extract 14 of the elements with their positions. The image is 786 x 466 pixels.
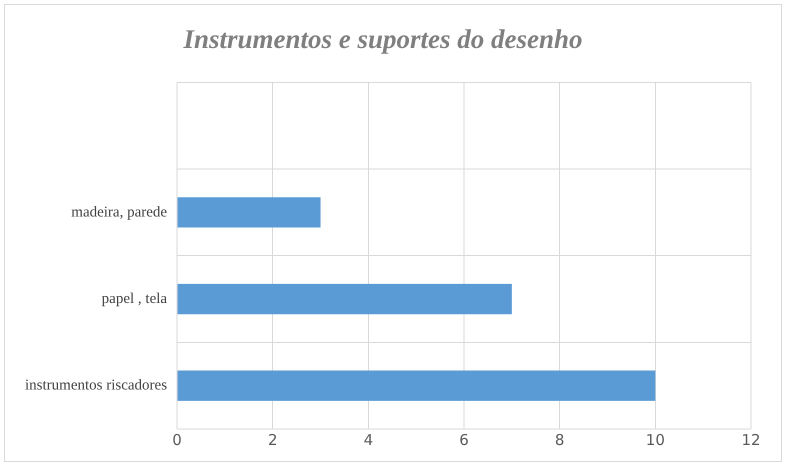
x-tick-label: 0 xyxy=(172,430,182,449)
x-tick-label: 10 xyxy=(646,430,665,449)
x-tick-label: 4 xyxy=(364,430,374,449)
y-tick-label: instrumentos riscadores xyxy=(24,378,168,394)
chart-title: Instrumentos e suportes do desenho xyxy=(182,24,583,54)
x-tick-label: 12 xyxy=(741,430,761,449)
x-tick-label: 2 xyxy=(268,430,278,449)
y-tick-label: madeira, parede xyxy=(71,204,168,220)
bar xyxy=(178,284,512,314)
bar xyxy=(178,370,656,401)
x-tick-label: 8 xyxy=(554,430,564,449)
x-tick-label: 6 xyxy=(459,430,469,449)
bar xyxy=(178,197,321,228)
y-tick-label: papel , tela xyxy=(102,290,168,307)
